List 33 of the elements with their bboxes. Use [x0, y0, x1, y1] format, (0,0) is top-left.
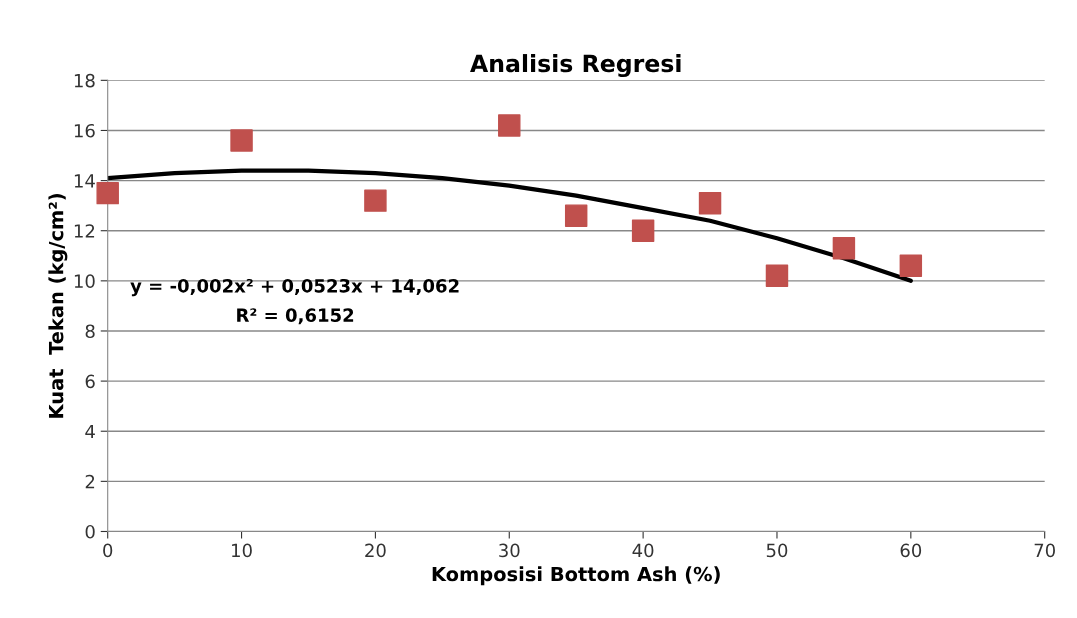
point	[364, 189, 387, 212]
point	[564, 204, 588, 227]
x-tick-label: 0	[103, 543, 113, 558]
x-tick-label: 30	[499, 543, 520, 558]
point	[698, 191, 722, 215]
y-tick-label: 4	[85, 424, 95, 439]
y-tick-label: 8	[85, 324, 95, 339]
point	[899, 254, 923, 278]
y-axis-title: Kuat Tekan (kg/cm²)	[48, 194, 68, 418]
x-tick-label: 20	[365, 543, 386, 558]
point	[498, 114, 521, 137]
x-axis-title: Komposisi Bottom Ash (%)	[432, 566, 720, 586]
annotation: R² = 0,6152	[237, 308, 354, 325]
y-tick-label: 14	[74, 174, 95, 188]
y-tick-label: 18	[74, 73, 95, 88]
x-tick-label: 60	[900, 543, 922, 558]
chart-title: Analisis Regresi	[470, 54, 681, 78]
y-tick-label: 10	[74, 274, 95, 288]
y-tick-label: 6	[85, 374, 95, 389]
point	[765, 264, 789, 288]
y-tick-label: 12	[74, 224, 95, 238]
y-tick-label: 0	[85, 524, 95, 539]
annotation: y = -0,002x² + 0,0523x + 14,062	[130, 278, 459, 297]
x-tick-label: 70	[1034, 543, 1055, 558]
y-tick-label: 2	[85, 474, 95, 489]
y-tick-label: 16	[74, 123, 95, 138]
point	[832, 237, 856, 260]
point	[96, 181, 119, 205]
point	[631, 219, 655, 242]
x-tick-label: 50	[766, 543, 788, 558]
x-tick-label: 40	[632, 543, 654, 558]
x-tick-label: 10	[232, 543, 252, 558]
point	[230, 129, 253, 152]
